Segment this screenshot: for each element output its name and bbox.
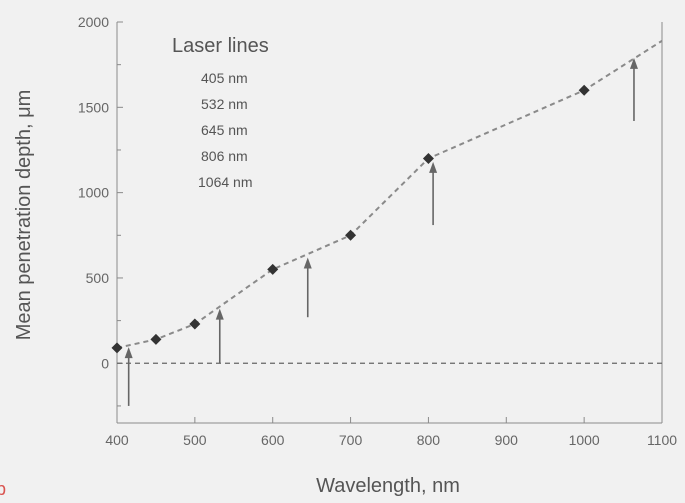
x-tick-label-600: 600 bbox=[261, 432, 285, 448]
data-point-1000 bbox=[578, 84, 590, 96]
x-tick-label-500: 500 bbox=[183, 432, 207, 448]
series-line bbox=[116, 39, 663, 349]
laser-line-arrows bbox=[124, 57, 638, 406]
axes bbox=[116, 22, 663, 424]
x-tick-label-800: 800 bbox=[417, 432, 441, 448]
y-tick-label-0: 0 bbox=[101, 355, 109, 371]
arrow-head-415 bbox=[124, 347, 133, 359]
arrow-head-806 bbox=[429, 161, 438, 173]
data-point-500 bbox=[189, 318, 201, 330]
y-tick-label-500: 500 bbox=[86, 270, 110, 286]
data-point-450 bbox=[150, 333, 162, 345]
legend-item-405: 405 nm bbox=[201, 70, 248, 86]
y-tick-label-2000: 2000 bbox=[78, 14, 109, 30]
x-ticks: 400 500 600 700 800 900 1000 1100 bbox=[105, 417, 677, 448]
y-tick-label-1000: 1000 bbox=[78, 185, 109, 201]
legend-item-1064: 1064 nm bbox=[198, 174, 252, 190]
legend-item-532: 532 nm bbox=[201, 96, 248, 112]
legend: Laser lines 405 nm 532 nm 645 nm 806 nm … bbox=[172, 35, 269, 190]
data-point-800 bbox=[422, 153, 434, 165]
panel-marker: b bbox=[0, 479, 6, 499]
x-tick-label-1000: 1000 bbox=[569, 432, 600, 448]
x-tick-label-900: 900 bbox=[495, 432, 519, 448]
x-tick-label-400: 400 bbox=[105, 432, 129, 448]
x-tick-label-700: 700 bbox=[339, 432, 363, 448]
y-ticks: 0 500 1000 1500 2000 bbox=[78, 14, 123, 407]
arrow-head-532 bbox=[215, 308, 224, 320]
data-markers bbox=[111, 84, 590, 354]
x-tick-label-1100: 1100 bbox=[647, 432, 677, 448]
y-axis-title: Mean penetration depth, μm bbox=[13, 90, 35, 341]
legend-title: Laser lines bbox=[172, 35, 269, 57]
arrow-head-1064 bbox=[629, 57, 638, 69]
legend-item-645: 645 nm bbox=[201, 122, 248, 138]
legend-item-806: 806 nm bbox=[201, 148, 248, 164]
y-tick-label-1500: 1500 bbox=[78, 99, 109, 115]
data-point-400 bbox=[111, 342, 123, 354]
data-point-600 bbox=[267, 263, 279, 275]
x-axis-title: Wavelength, nm bbox=[316, 475, 460, 497]
arrow-head-645 bbox=[303, 257, 312, 269]
data-point-700 bbox=[345, 229, 357, 241]
